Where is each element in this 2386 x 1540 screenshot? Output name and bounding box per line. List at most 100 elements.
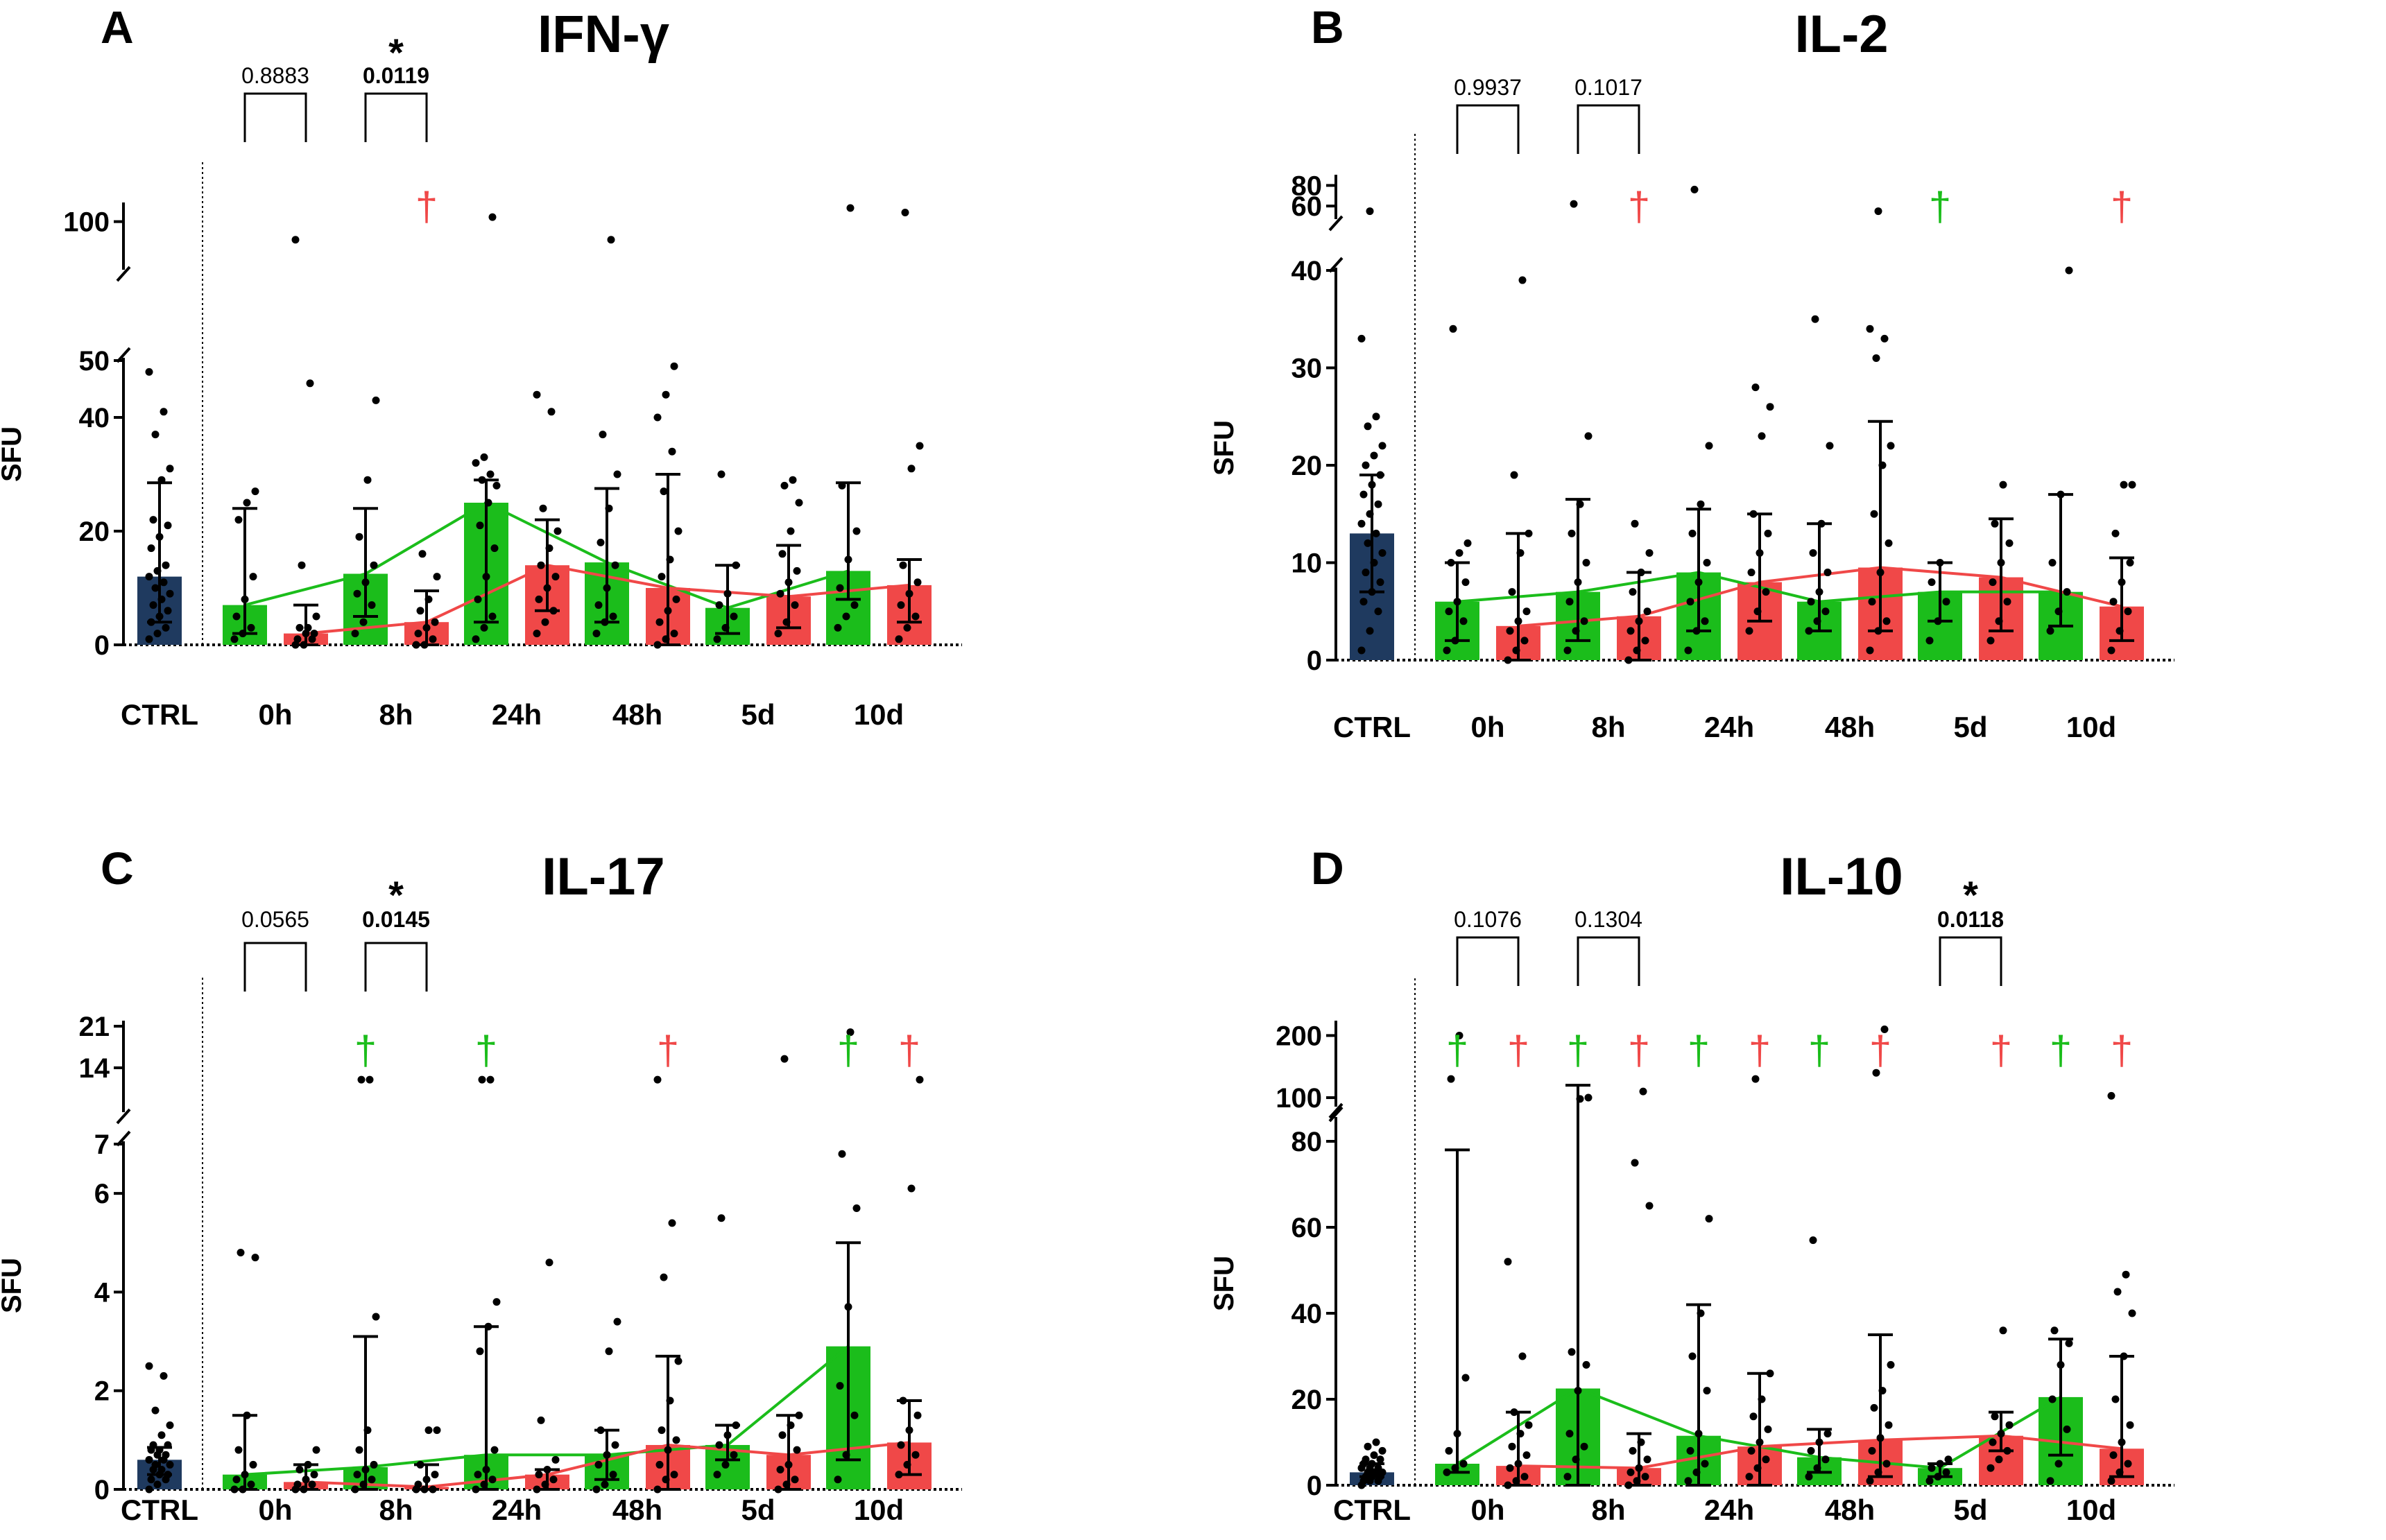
red-data-point — [1751, 383, 1760, 392]
red-data-point — [1512, 1477, 1520, 1485]
green-data-point — [1805, 627, 1813, 635]
red-data-point — [551, 573, 560, 581]
red-data-point — [1522, 1451, 1531, 1460]
significance-star: * — [388, 31, 404, 74]
ctrl-data-point — [145, 1455, 153, 1464]
red-data-point — [653, 1075, 662, 1084]
green-data-point — [607, 236, 615, 244]
red-data-point — [1870, 1403, 1878, 1412]
ctrl-data-point — [1366, 510, 1374, 518]
red-data-point — [2107, 1477, 2115, 1485]
red-data-point — [2120, 481, 2128, 489]
green-data-point — [232, 1476, 241, 1484]
red-data-point — [1989, 1438, 1997, 1446]
panel-title: IL-17 — [542, 847, 664, 906]
green-data-point — [732, 561, 740, 569]
green-data-point — [834, 623, 842, 632]
green-data-point — [2065, 266, 2073, 275]
comparison-bracket — [243, 942, 307, 992]
red-data-point — [1866, 325, 1874, 333]
red-data-point — [1633, 646, 1641, 655]
ctrl-data-point — [1372, 413, 1380, 421]
ctrl-data-point — [1370, 451, 1378, 460]
red-data-point — [2128, 1309, 2136, 1317]
green-data-point — [243, 1411, 251, 1419]
red-data-point — [1986, 1464, 1995, 1472]
x-tick-label: 24h — [492, 1494, 542, 1526]
green-data-point — [353, 1471, 361, 1479]
green-data-point — [1694, 578, 1703, 587]
red-data-point — [911, 612, 920, 621]
green-data-point — [243, 499, 251, 507]
ctrl-data-point — [1357, 334, 1366, 343]
green-data-point — [723, 589, 732, 598]
ctrl-data-point — [151, 431, 160, 439]
red-data-point — [1635, 617, 1643, 625]
green-data-point — [846, 204, 855, 212]
green-data-point — [230, 635, 239, 643]
red-data-point — [1887, 442, 1895, 450]
green-data-point — [237, 1249, 245, 1257]
ctrl-data-point — [162, 561, 170, 569]
dagger-marker: † — [898, 1028, 920, 1073]
red-data-point — [1758, 432, 1766, 440]
green-data-point — [1701, 1460, 1709, 1468]
red-data-point — [2005, 539, 2014, 547]
green-data-point — [230, 1485, 239, 1494]
p-value-label: 0.0565 — [241, 907, 309, 932]
green-data-point — [1703, 559, 1711, 566]
green-data-point — [1563, 646, 1572, 655]
y-tick-label: 2 — [94, 1376, 110, 1407]
red-data-point — [2115, 1468, 2124, 1476]
ctrl-data-point — [149, 601, 157, 609]
ctrl-data-point — [1364, 422, 1372, 431]
red-data-point — [308, 1480, 316, 1489]
significance-star: * — [388, 873, 404, 917]
red-data-point — [1504, 656, 1512, 664]
red-data-point — [668, 1219, 676, 1227]
red-data-point — [787, 527, 795, 535]
red-data-point — [295, 1466, 304, 1474]
green-data-point — [838, 1150, 846, 1158]
green-data-point — [474, 595, 482, 603]
green-data-point — [713, 1471, 721, 1479]
red-data-point — [1745, 627, 1753, 635]
green-data-point — [2054, 607, 2063, 616]
green-data-point — [1928, 1464, 1936, 1472]
dagger-marker: † — [837, 1028, 859, 1073]
red-data-point — [2118, 1438, 2126, 1446]
green-data-point — [715, 1441, 723, 1449]
green-data-point — [234, 1446, 243, 1454]
red-data-point — [1641, 1473, 1649, 1481]
red-data-point — [1747, 569, 1756, 577]
ctrl-data-point — [157, 1431, 166, 1439]
y-axis-label: SFU — [1209, 1256, 1239, 1311]
ctrl-data-point — [1376, 471, 1384, 479]
y-tick-label: 0 — [94, 1475, 110, 1505]
green-data-point — [251, 1254, 259, 1262]
green-data-point — [480, 1480, 488, 1489]
green-data-point — [363, 476, 372, 484]
x-tick-label: 8h — [379, 698, 413, 731]
green-data-point — [838, 481, 846, 490]
axis-break-mark — [1328, 1106, 1344, 1123]
red-data-point — [1508, 1442, 1516, 1451]
red-data-point — [2107, 646, 2115, 655]
green-data-point — [715, 601, 723, 609]
ctrl-data-point — [155, 612, 164, 621]
green-data-point — [2057, 490, 2065, 499]
y-tick-label: 40 — [1291, 1299, 1323, 1329]
red-data-point — [1643, 1455, 1651, 1464]
green-data-point — [249, 573, 257, 581]
green-data-point — [723, 1431, 732, 1439]
red-data-point — [431, 1471, 439, 1479]
green-data-point — [368, 601, 376, 609]
green-data-point — [353, 589, 361, 598]
green-data-point — [1821, 607, 1830, 616]
panel-title: IFN-γ — [538, 5, 669, 64]
green-data-point — [361, 578, 370, 587]
y-tick-label: 80 — [1291, 1127, 1323, 1157]
green-data-point — [1813, 1464, 1821, 1472]
ctrl-data-point — [166, 1460, 174, 1469]
